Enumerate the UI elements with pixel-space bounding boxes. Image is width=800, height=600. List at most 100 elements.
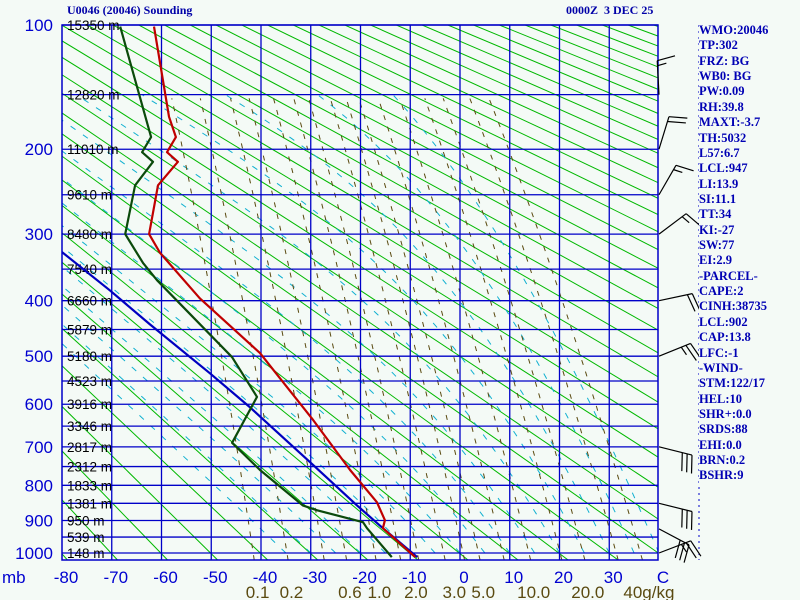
index-value: L57:6.7 (699, 145, 740, 160)
mixing-ratio-line (488, 98, 643, 560)
dry-adiabat (62, 92, 658, 488)
wind-barb-full (685, 542, 697, 559)
height-label: 12820 m (67, 88, 120, 103)
index-value: LCL:947 (699, 161, 748, 176)
dry-adiabat (62, 40, 658, 403)
index-value: PW:0.09 (699, 84, 745, 99)
dry-adiabat (396, 25, 658, 140)
height-label: 950 m (67, 514, 105, 529)
index-value: MAXT:-3.7 (699, 115, 761, 130)
height-label: 2312 m (67, 460, 112, 475)
temperature-trace (148, 26, 416, 558)
temperature-tick-label: 0 (459, 568, 468, 587)
height-label: 1381 m (67, 496, 112, 511)
wind-barb (658, 116, 688, 150)
wind-barb-half (681, 216, 690, 224)
temperature-tick-label: 10 (504, 568, 523, 587)
chart-title: U0046 (20046) Sounding (67, 3, 193, 17)
index-value: CINH:38735 (699, 299, 768, 314)
wind-barb (658, 502, 693, 530)
index-value: TP:302 (699, 38, 738, 53)
mixing-ratio-label: 1.0 (368, 583, 392, 600)
index-value: BSHR:9 (699, 468, 744, 483)
wind-barb (658, 293, 701, 312)
wind-barb-half (673, 169, 683, 173)
temperature-tick-label: -10 (402, 568, 427, 587)
indices-panel: WMO:20046 TP:302 FRZ: BG WB0: BG PW:0.09 RH:3… (699, 23, 800, 484)
dry-adiabat (241, 25, 658, 233)
temperature-tick-label: 20 (554, 568, 573, 587)
wind-barb (658, 342, 702, 361)
index-value: RH:39.8 (699, 99, 744, 114)
index-value: CAPE:2 (699, 284, 744, 299)
height-label: 5879 m (67, 323, 112, 338)
wind-barb (658, 540, 702, 559)
index-value: STM:122/17 (699, 376, 765, 391)
height-label: 6660 m (67, 294, 112, 309)
height-label: 148 m (67, 546, 105, 561)
mixing-ratio-line (399, 98, 532, 560)
dry-adiabat (62, 232, 469, 560)
index-value: -PARCEL- (699, 268, 758, 283)
temperature-tick-label: 30 (604, 568, 623, 587)
index-value: -WIND- (699, 360, 743, 375)
mixing-ratio-line (377, 98, 505, 560)
wind-barb-full (679, 542, 686, 561)
index-value: SRDS:88 (699, 422, 748, 437)
temperature-tick-label: -60 (153, 568, 178, 587)
pressure-tick-label: 700 (25, 438, 53, 457)
wind-barb (658, 213, 701, 235)
moist-adiabat (62, 150, 511, 554)
dry-adiabat (190, 25, 658, 269)
pressure-tick-label: 600 (25, 395, 53, 414)
mixing-ratio-line (424, 98, 563, 560)
height-label: 4523 m (67, 374, 112, 389)
wind-barb-full (685, 213, 701, 227)
wind-barb-full (668, 116, 688, 119)
grid (61, 24, 700, 561)
dry-adiabat (62, 204, 519, 560)
wind-barb-staff (658, 116, 670, 150)
moist-adiabat (62, 245, 411, 554)
dry-adiabat (112, 25, 658, 331)
index-value: FRZ: BG (699, 53, 750, 68)
profiles (62, 26, 418, 558)
temperature-tick-label: -80 (54, 568, 79, 587)
temperature-tick-label: C (657, 568, 669, 587)
dry-adiabat (164, 25, 658, 289)
wind-barb (658, 164, 694, 196)
wind-barb-full (691, 293, 701, 311)
index-value: SHR+:0.0 (699, 406, 752, 421)
index-value: LCL:902 (699, 314, 748, 329)
height-label: 3916 m (67, 397, 112, 412)
mixing-ratio-line (345, 98, 466, 560)
index-value: WB0: BG (699, 69, 752, 84)
temperature-tick-label: -40 (253, 568, 278, 587)
moist-adiabat (392, 94, 658, 552)
mixing-ratio-label: 20.0 (571, 583, 604, 600)
plot-border (61, 24, 659, 561)
wind-barb-half (657, 62, 667, 67)
mixing-ratio-label: 0.1 (246, 583, 270, 600)
height-label: 9610 m (67, 188, 112, 203)
wind-barb (656, 55, 676, 95)
height-label: 5180 m (67, 349, 112, 364)
index-value: HEL:10 (699, 391, 743, 406)
index-value: SW:77 (699, 238, 735, 253)
height-label: 15350 m (67, 18, 120, 33)
wind-barb-full (683, 544, 690, 563)
index-value: KI:-27 (699, 222, 735, 237)
wind-barb-full (690, 540, 702, 557)
wind-barb-staff (658, 446, 693, 456)
mixing-ratio-line (442, 98, 586, 560)
background-lines (62, 25, 658, 560)
mixing-ratio-line (308, 98, 420, 560)
moist-adiabat (62, 285, 361, 554)
index-value: SI:11.1 (699, 191, 737, 206)
height-label: 1833 m (67, 478, 112, 493)
wind-barb-half (680, 346, 687, 356)
temperature-tick-label: -30 (302, 568, 327, 587)
index-value: EHI:0.0 (699, 437, 742, 452)
wind-barb-staff (658, 213, 687, 235)
mixing-ratio-label: 5.0 (471, 583, 495, 600)
